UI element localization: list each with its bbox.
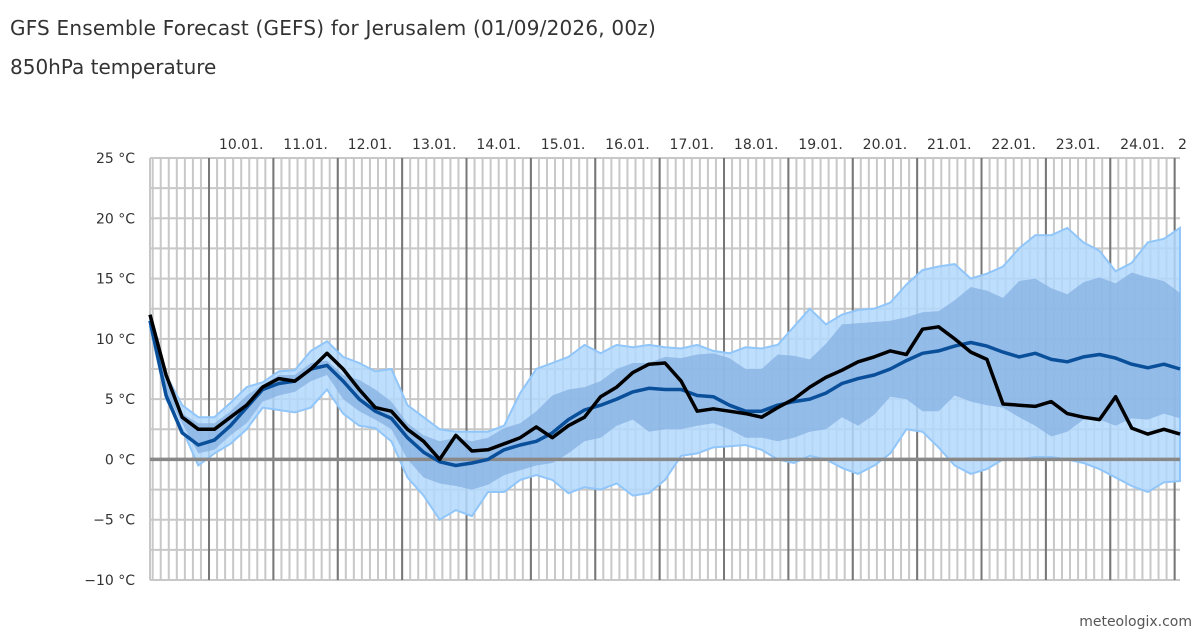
x-day-label: 17.01. (670, 137, 715, 153)
y-tick-label: 10 °C (96, 332, 135, 348)
x-day-label: 10.01. (219, 137, 264, 153)
control-run-line (148, 314, 1181, 462)
chart-title: GFS Ensemble Forecast (GEFS) for Jerusal… (10, 16, 656, 40)
x-day-label: 22.01. (991, 137, 1036, 153)
x-day-label: 12.01. (348, 137, 393, 153)
x-day-label: 21.01. (927, 137, 972, 153)
y-tick-label: 15 °C (96, 272, 135, 288)
source-credit: meteologix.com (1079, 614, 1192, 630)
y-tick-label: 5 °C (105, 392, 135, 408)
x-day-label: 24.01. (1120, 137, 1165, 153)
x-axis-day-labels: 10.01. 11.01. 12.01. 13.01. 14.01. 15.01. 16.0… (219, 137, 1187, 153)
y-axis-ticks: 25 °C 20 °C 15 °C 10 °C 5 °C 0 °C −5 °C −10 °C (84, 151, 135, 589)
x-day-label: 11.01. (283, 137, 328, 153)
y-tick-label: 0 °C (105, 452, 135, 468)
x-day-label: 15.01. (541, 137, 586, 153)
y-tick-label: 25 °C (96, 151, 135, 167)
x-day-label: 13.01. (412, 137, 457, 153)
y-tick-label: −5 °C (93, 513, 135, 529)
x-day-label: 14.01. (476, 137, 521, 153)
x-day-label: 16.01. (605, 137, 650, 153)
y-tick-label: −10 °C (84, 573, 135, 589)
x-day-label: 23.01. (1056, 137, 1101, 153)
x-day-label: 20.01. (863, 137, 908, 153)
x-day-label: 19.01. (798, 137, 843, 153)
x-day-label: 18.01. (734, 137, 779, 153)
series-lines (148, 314, 1181, 468)
x-day-label: 2 (1178, 137, 1187, 153)
chart-subtitle: 850hPa temperature (10, 55, 217, 79)
ensemble-mean-line (148, 320, 1181, 468)
y-tick-label: 20 °C (96, 211, 135, 227)
